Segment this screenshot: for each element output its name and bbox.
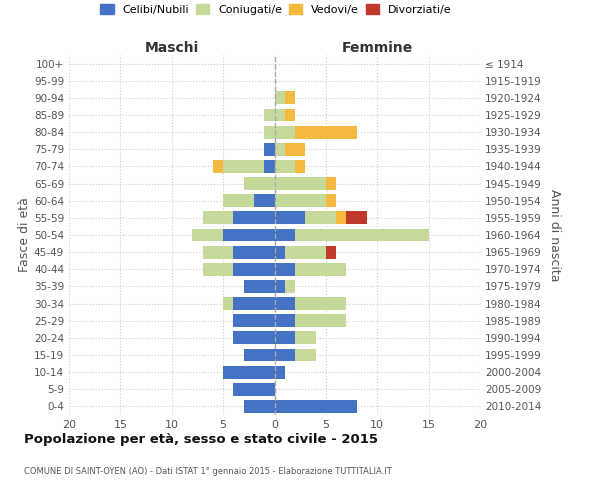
Bar xyxy=(264,126,275,138)
Bar xyxy=(275,297,295,310)
Bar xyxy=(233,314,275,327)
Y-axis label: Fasce di età: Fasce di età xyxy=(18,198,31,272)
Bar xyxy=(295,126,357,138)
Bar xyxy=(275,108,285,122)
Bar xyxy=(275,143,285,156)
Bar xyxy=(275,366,285,378)
Bar xyxy=(203,263,233,276)
Bar xyxy=(305,212,336,224)
Bar xyxy=(275,177,326,190)
Bar xyxy=(326,177,336,190)
Bar xyxy=(213,160,223,173)
Bar xyxy=(223,366,275,378)
Bar xyxy=(275,348,295,362)
Bar xyxy=(295,263,346,276)
Bar xyxy=(285,92,295,104)
Bar xyxy=(275,332,295,344)
Bar xyxy=(223,160,264,173)
Bar xyxy=(233,383,275,396)
Bar xyxy=(336,212,346,224)
Bar xyxy=(275,126,295,138)
Bar xyxy=(295,160,305,173)
Bar xyxy=(264,108,275,122)
Bar xyxy=(295,348,316,362)
Legend: Celibi/Nubili, Coniugati/e, Vedovi/e, Divorziati/e: Celibi/Nubili, Coniugati/e, Vedovi/e, Di… xyxy=(96,0,456,20)
Bar xyxy=(275,280,285,293)
Bar xyxy=(285,246,326,258)
Bar xyxy=(264,143,275,156)
Bar xyxy=(244,400,275,413)
Bar xyxy=(346,212,367,224)
Y-axis label: Anni di nascita: Anni di nascita xyxy=(548,188,561,281)
Bar xyxy=(275,194,326,207)
Bar xyxy=(233,263,275,276)
Bar xyxy=(264,160,275,173)
Bar xyxy=(295,297,346,310)
Bar xyxy=(193,228,223,241)
Bar xyxy=(326,246,336,258)
Bar xyxy=(275,160,295,173)
Text: Popolazione per età, sesso e stato civile - 2015: Popolazione per età, sesso e stato civil… xyxy=(24,432,378,446)
Text: Maschi: Maschi xyxy=(145,41,199,55)
Bar xyxy=(326,194,336,207)
Bar xyxy=(295,314,346,327)
Bar xyxy=(275,228,295,241)
Bar xyxy=(223,228,275,241)
Bar xyxy=(275,263,295,276)
Bar xyxy=(233,246,275,258)
Bar xyxy=(244,177,275,190)
Bar xyxy=(285,108,295,122)
Bar xyxy=(275,400,356,413)
Bar xyxy=(254,194,275,207)
Bar xyxy=(233,212,275,224)
Bar xyxy=(233,332,275,344)
Bar xyxy=(275,212,305,224)
Bar xyxy=(295,228,428,241)
Bar xyxy=(203,246,233,258)
Text: COMUNE DI SAINT-OYEN (AO) - Dati ISTAT 1° gennaio 2015 - Elaborazione TUTTITALIA: COMUNE DI SAINT-OYEN (AO) - Dati ISTAT 1… xyxy=(24,468,392,476)
Bar xyxy=(223,297,233,310)
Bar xyxy=(285,143,305,156)
Bar xyxy=(223,194,254,207)
Bar xyxy=(203,212,233,224)
Bar xyxy=(244,280,275,293)
Bar xyxy=(275,246,285,258)
Bar xyxy=(233,297,275,310)
Bar xyxy=(275,92,285,104)
Text: Femmine: Femmine xyxy=(341,41,413,55)
Bar xyxy=(295,332,316,344)
Bar xyxy=(244,348,275,362)
Bar xyxy=(275,314,295,327)
Bar xyxy=(285,280,295,293)
